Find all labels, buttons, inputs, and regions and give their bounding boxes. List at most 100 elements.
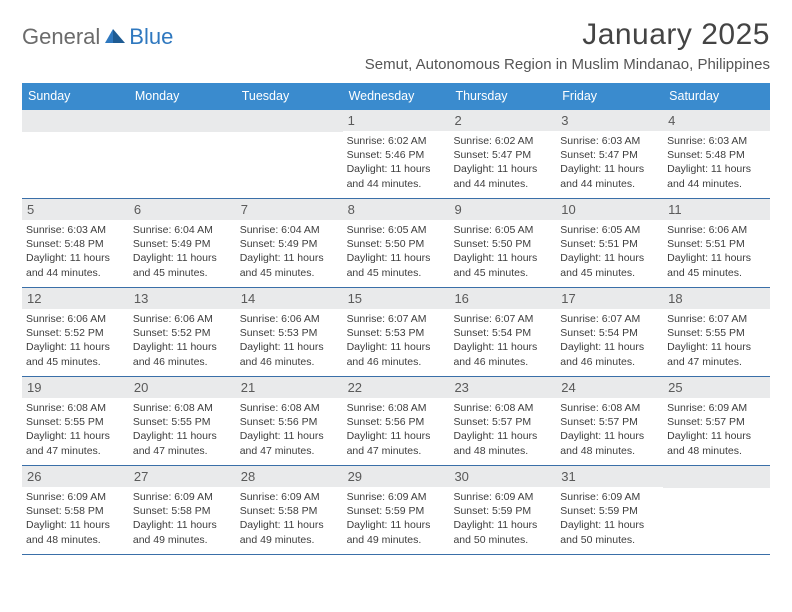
day-dl2: and 44 minutes. bbox=[453, 177, 552, 191]
day-number: 15 bbox=[343, 288, 450, 309]
calendar-week: 19Sunrise: 6:08 AMSunset: 5:55 PMDayligh… bbox=[22, 377, 770, 466]
day-sunrise: Sunrise: 6:08 AM bbox=[347, 401, 446, 415]
day-dl1: Daylight: 11 hours bbox=[453, 518, 552, 532]
calendar-day-empty bbox=[663, 466, 770, 554]
day-number: 9 bbox=[449, 199, 556, 220]
calendar-day: 31Sunrise: 6:09 AMSunset: 5:59 PMDayligh… bbox=[556, 466, 663, 554]
day-sunset: Sunset: 5:49 PM bbox=[240, 237, 339, 251]
day-sunset: Sunset: 5:51 PM bbox=[667, 237, 766, 251]
weekday-header: Thursday bbox=[449, 83, 556, 110]
day-dl2: and 50 minutes. bbox=[453, 533, 552, 547]
day-number: 1 bbox=[343, 110, 450, 131]
day-sunset: Sunset: 5:58 PM bbox=[133, 504, 232, 518]
day-sunset: Sunset: 5:49 PM bbox=[133, 237, 232, 251]
day-number: 24 bbox=[556, 377, 663, 398]
day-number bbox=[663, 466, 770, 488]
day-dl2: and 45 minutes. bbox=[240, 266, 339, 280]
calendar-body: 1Sunrise: 6:02 AMSunset: 5:46 PMDaylight… bbox=[22, 110, 770, 555]
calendar-day: 7Sunrise: 6:04 AMSunset: 5:49 PMDaylight… bbox=[236, 199, 343, 287]
day-sunrise: Sunrise: 6:02 AM bbox=[347, 134, 446, 148]
calendar-day: 8Sunrise: 6:05 AMSunset: 5:50 PMDaylight… bbox=[343, 199, 450, 287]
day-sunrise: Sunrise: 6:07 AM bbox=[453, 312, 552, 326]
day-number: 10 bbox=[556, 199, 663, 220]
calendar-day: 4Sunrise: 6:03 AMSunset: 5:48 PMDaylight… bbox=[663, 110, 770, 198]
calendar-day: 18Sunrise: 6:07 AMSunset: 5:55 PMDayligh… bbox=[663, 288, 770, 376]
calendar-day: 20Sunrise: 6:08 AMSunset: 5:55 PMDayligh… bbox=[129, 377, 236, 465]
day-sunrise: Sunrise: 6:07 AM bbox=[560, 312, 659, 326]
calendar-day: 26Sunrise: 6:09 AMSunset: 5:58 PMDayligh… bbox=[22, 466, 129, 554]
day-number: 5 bbox=[22, 199, 129, 220]
header: General Blue January 2025 Semut, Autonom… bbox=[22, 18, 770, 73]
calendar-day: 2Sunrise: 6:02 AMSunset: 5:47 PMDaylight… bbox=[449, 110, 556, 198]
day-sunset: Sunset: 5:58 PM bbox=[240, 504, 339, 518]
day-dl2: and 47 minutes. bbox=[347, 444, 446, 458]
calendar-day: 15Sunrise: 6:07 AMSunset: 5:53 PMDayligh… bbox=[343, 288, 450, 376]
day-dl2: and 44 minutes. bbox=[667, 177, 766, 191]
calendar-week: 1Sunrise: 6:02 AMSunset: 5:46 PMDaylight… bbox=[22, 110, 770, 199]
day-sunrise: Sunrise: 6:07 AM bbox=[667, 312, 766, 326]
day-dl1: Daylight: 11 hours bbox=[133, 251, 232, 265]
calendar-day: 5Sunrise: 6:03 AMSunset: 5:48 PMDaylight… bbox=[22, 199, 129, 287]
day-number: 2 bbox=[449, 110, 556, 131]
day-dl2: and 47 minutes. bbox=[240, 444, 339, 458]
day-sunrise: Sunrise: 6:08 AM bbox=[26, 401, 125, 415]
day-sunset: Sunset: 5:46 PM bbox=[347, 148, 446, 162]
day-sunrise: Sunrise: 6:06 AM bbox=[133, 312, 232, 326]
calendar-day: 12Sunrise: 6:06 AMSunset: 5:52 PMDayligh… bbox=[22, 288, 129, 376]
brand-part2: Blue bbox=[129, 24, 173, 50]
day-dl2: and 46 minutes. bbox=[347, 355, 446, 369]
day-sunset: Sunset: 5:48 PM bbox=[667, 148, 766, 162]
calendar-day: 24Sunrise: 6:08 AMSunset: 5:57 PMDayligh… bbox=[556, 377, 663, 465]
calendar-day: 30Sunrise: 6:09 AMSunset: 5:59 PMDayligh… bbox=[449, 466, 556, 554]
day-number: 21 bbox=[236, 377, 343, 398]
day-dl1: Daylight: 11 hours bbox=[26, 340, 125, 354]
day-dl1: Daylight: 11 hours bbox=[133, 429, 232, 443]
day-sunrise: Sunrise: 6:09 AM bbox=[240, 490, 339, 504]
day-dl2: and 48 minutes. bbox=[26, 533, 125, 547]
day-number bbox=[236, 110, 343, 132]
day-sunrise: Sunrise: 6:08 AM bbox=[560, 401, 659, 415]
day-sunrise: Sunrise: 6:09 AM bbox=[133, 490, 232, 504]
day-dl1: Daylight: 11 hours bbox=[560, 162, 659, 176]
day-number: 27 bbox=[129, 466, 236, 487]
calendar-day: 6Sunrise: 6:04 AMSunset: 5:49 PMDaylight… bbox=[129, 199, 236, 287]
day-sunrise: Sunrise: 6:05 AM bbox=[453, 223, 552, 237]
day-number: 25 bbox=[663, 377, 770, 398]
day-sunset: Sunset: 5:48 PM bbox=[26, 237, 125, 251]
day-sunset: Sunset: 5:47 PM bbox=[453, 148, 552, 162]
day-sunrise: Sunrise: 6:04 AM bbox=[240, 223, 339, 237]
day-dl1: Daylight: 11 hours bbox=[347, 162, 446, 176]
day-sunset: Sunset: 5:54 PM bbox=[453, 326, 552, 340]
location-subtitle: Semut, Autonomous Region in Muslim Minda… bbox=[365, 56, 770, 73]
day-sunrise: Sunrise: 6:03 AM bbox=[26, 223, 125, 237]
calendar-day: 1 Sunrise: 6:02 AMSunset: 5:46 PMDaylight… bbox=[343, 110, 450, 198]
day-dl1: Daylight: 11 hours bbox=[133, 340, 232, 354]
month-title: January 2025 bbox=[365, 18, 770, 52]
day-sunset: Sunset: 5:57 PM bbox=[560, 415, 659, 429]
day-dl1: Daylight: 11 hours bbox=[560, 518, 659, 532]
calendar-day: 16Sunrise: 6:07 AMSunset: 5:54 PMDayligh… bbox=[449, 288, 556, 376]
day-sunset: Sunset: 5:59 PM bbox=[453, 504, 552, 518]
day-dl1: Daylight: 11 hours bbox=[240, 251, 339, 265]
day-sunset: Sunset: 5:51 PM bbox=[560, 237, 659, 251]
day-dl2: and 45 minutes. bbox=[560, 266, 659, 280]
day-sunset: Sunset: 5:57 PM bbox=[453, 415, 552, 429]
weekday-header: Tuesday bbox=[236, 83, 343, 110]
day-sunset: Sunset: 5:53 PM bbox=[347, 326, 446, 340]
calendar-day: 22Sunrise: 6:08 AMSunset: 5:56 PMDayligh… bbox=[343, 377, 450, 465]
day-number: 11 bbox=[663, 199, 770, 220]
day-sunrise: Sunrise: 6:06 AM bbox=[240, 312, 339, 326]
day-dl1: Daylight: 11 hours bbox=[667, 429, 766, 443]
weekday-header: Sunday bbox=[22, 83, 129, 110]
day-sunset: Sunset: 5:55 PM bbox=[133, 415, 232, 429]
day-number: 29 bbox=[343, 466, 450, 487]
day-dl2: and 50 minutes. bbox=[560, 533, 659, 547]
day-dl1: Daylight: 11 hours bbox=[667, 340, 766, 354]
calendar-day: 19Sunrise: 6:08 AMSunset: 5:55 PMDayligh… bbox=[22, 377, 129, 465]
day-sunset: Sunset: 5:52 PM bbox=[133, 326, 232, 340]
day-number: 18 bbox=[663, 288, 770, 309]
day-number: 20 bbox=[129, 377, 236, 398]
day-dl2: and 49 minutes. bbox=[240, 533, 339, 547]
day-number: 30 bbox=[449, 466, 556, 487]
calendar-day: 14Sunrise: 6:06 AMSunset: 5:53 PMDayligh… bbox=[236, 288, 343, 376]
